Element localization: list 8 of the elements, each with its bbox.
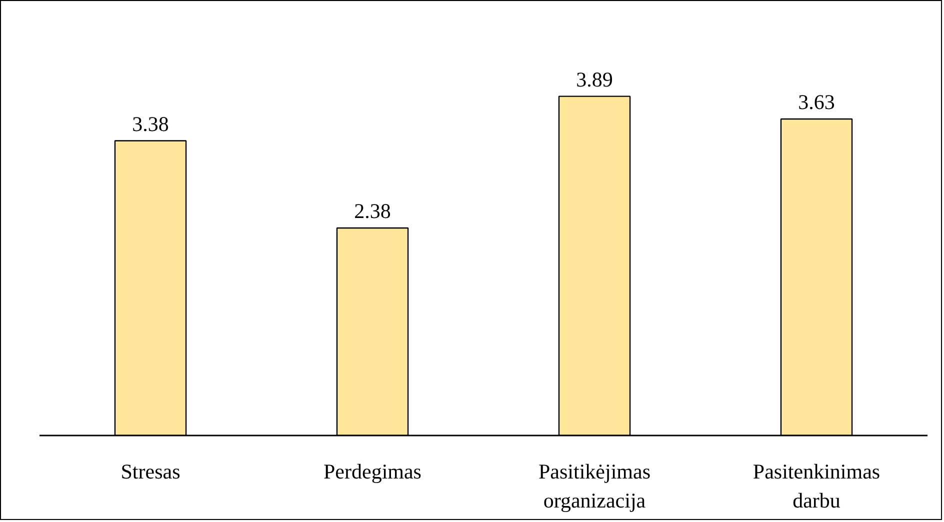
x-tick-label: Perdegimas bbox=[324, 460, 422, 484]
data-label: 2.38 bbox=[354, 198, 391, 223]
x-tick-label: Stresas bbox=[120, 460, 180, 484]
data-label: 3.89 bbox=[576, 67, 613, 92]
data-label: 3.63 bbox=[798, 90, 835, 114]
data-label: 3.38 bbox=[132, 112, 169, 136]
x-tick-label: Pasitenkinimas darbu bbox=[752, 460, 880, 512]
x-tick-label: Pasitikėjimas organizacija bbox=[538, 460, 651, 512]
